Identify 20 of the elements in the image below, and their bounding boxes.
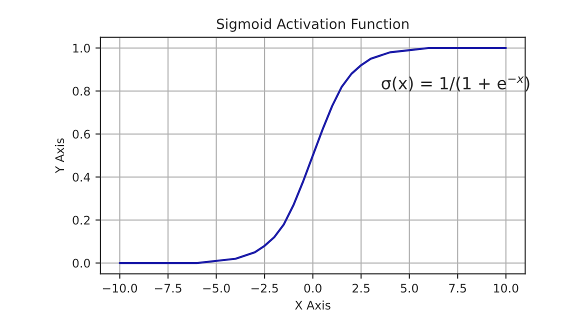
x-tick-label: 10.0 — [494, 284, 518, 293]
x-tick-label: 5.0 — [400, 284, 418, 293]
y-tick-label: 0.0 — [72, 258, 90, 268]
y-tick-label: 0.4 — [72, 172, 90, 182]
x-tick-label: 0.0 — [304, 284, 322, 293]
y-tick-label: 0.8 — [72, 86, 90, 96]
x-tick-label: 2.5 — [352, 284, 370, 293]
y-tick-label: 1.0 — [73, 44, 90, 53]
y-tick-label: 0.2 — [72, 216, 90, 225]
x-tick-label: 7.5 — [449, 284, 466, 293]
line-series — [118, 46, 507, 264]
x-tick-label: −10.0 — [102, 284, 138, 293]
x-tick-label: −5.0 — [203, 284, 230, 293]
y-axis-title: Y Axis — [54, 138, 64, 174]
x-axis-title: X Axis — [295, 300, 330, 310]
y-tick-label: 0.6 — [72, 130, 90, 139]
x-tick-label: −2.5 — [251, 284, 278, 293]
x-tick-label: −7.5 — [154, 284, 182, 293]
chart-title: Sigmoid Activation Function — [216, 18, 408, 32]
annotation: σ(x) = 1/(1 + e$^{−x}$) — [382, 76, 530, 92]
